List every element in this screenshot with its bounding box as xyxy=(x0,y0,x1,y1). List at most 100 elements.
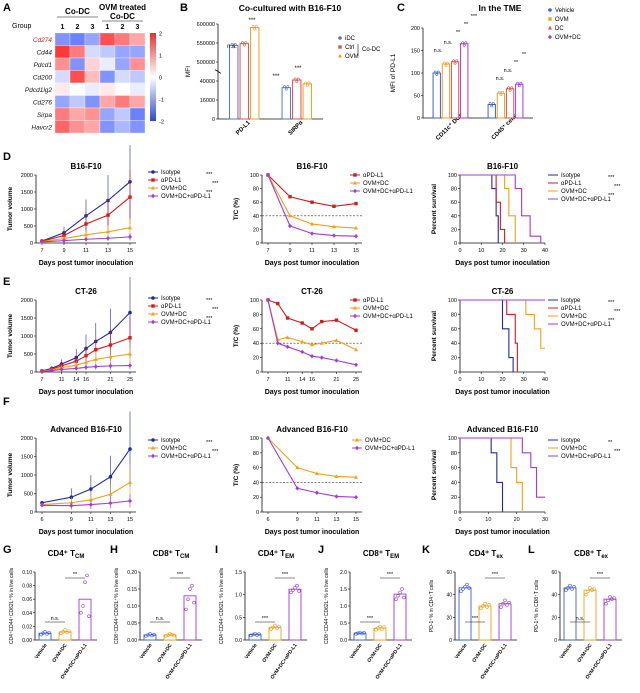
heatmap-cell xyxy=(84,57,101,71)
significance-label: n.s. xyxy=(156,616,165,622)
y-tick-label: 20 xyxy=(451,227,457,233)
y-axis-label: T/C (%) xyxy=(233,325,240,347)
bar xyxy=(78,598,92,641)
chart-title-subscript: ex xyxy=(601,554,608,560)
bar xyxy=(292,79,302,120)
data-point xyxy=(334,494,339,499)
data-point xyxy=(108,363,113,369)
bar-data-point xyxy=(435,73,439,76)
heatmap-column-group: Co-DC xyxy=(110,12,135,21)
panel-f-tc-ratio: Advanced B16-F10 T/C (%) Days post tumor i… xyxy=(233,425,415,536)
data-point xyxy=(74,362,79,367)
x-tick-label: 0 xyxy=(458,517,461,523)
legend-label: OVM+DC+αPD-L1 xyxy=(363,189,413,195)
bar-data-point xyxy=(230,42,234,46)
data-point xyxy=(84,222,88,226)
legend-marker xyxy=(548,17,552,21)
y-tick-label: 100 xyxy=(250,436,259,442)
significance-label: *** xyxy=(492,572,499,578)
y-tick-label: 0 xyxy=(30,241,33,247)
y-tick-label: 0 xyxy=(256,241,259,247)
chart-title: CT-26 xyxy=(75,287,97,296)
y-tick-label: 1.0 xyxy=(340,604,347,610)
data-point xyxy=(276,301,280,306)
y-tick-label: 20 xyxy=(451,495,457,501)
bar xyxy=(288,588,302,641)
panel-letter-d: D xyxy=(3,151,11,163)
heatmap-cell xyxy=(99,107,116,121)
bar-data-point xyxy=(464,41,468,45)
bar-data-point xyxy=(453,61,457,65)
bar-data-point xyxy=(232,45,236,49)
bar-data-point xyxy=(497,90,501,94)
data-point xyxy=(570,587,574,591)
y-tick-label: 600000 xyxy=(197,22,215,28)
legend-label: OVM+DC xyxy=(365,438,392,444)
x-tick-label: 9 xyxy=(288,248,291,254)
data-point xyxy=(128,225,132,230)
heatmap-cell xyxy=(129,57,146,71)
data-point xyxy=(608,595,612,599)
significance-label: *** xyxy=(206,298,213,304)
data-point xyxy=(128,498,132,504)
heatmap-row-label: Cd200 xyxy=(33,74,53,81)
y-tick-label: 40 xyxy=(253,341,259,347)
series-line xyxy=(41,353,131,372)
heatmap-column-label: 1 xyxy=(61,24,65,31)
x-tick-label: 7 xyxy=(40,248,43,254)
y-tick-label: 1.5 xyxy=(340,587,347,593)
data-point xyxy=(192,600,196,605)
data-point xyxy=(106,236,110,241)
y-axis-label: CD4⁺CD44⁺CD62L⁻% in live cells xyxy=(219,567,225,644)
data-point xyxy=(481,604,485,608)
survival-curve xyxy=(460,174,499,243)
bar xyxy=(268,626,282,641)
data-point xyxy=(402,595,406,600)
bar-data-point xyxy=(253,27,257,31)
data-point xyxy=(376,626,380,630)
legend-marker xyxy=(338,53,342,58)
bar-data-point xyxy=(242,43,246,47)
survival-curve xyxy=(460,174,516,243)
y-tick-label: 0 xyxy=(256,370,259,376)
bar-data-point xyxy=(499,93,503,97)
legend-label: Isotype xyxy=(161,438,181,444)
chart-title-subscript: CM xyxy=(75,554,84,560)
significance-label: n.s. xyxy=(496,76,505,82)
y-tick-label: 2000 xyxy=(21,436,33,442)
data-point xyxy=(251,632,255,637)
panel-d-tc-ratio: B16-F10 T/C (%) Days post tumor inoculatio… xyxy=(233,162,413,267)
data-point xyxy=(354,347,358,352)
data-point xyxy=(362,631,366,635)
x-tick-label: 11 xyxy=(83,248,89,254)
panel-letter-e: E xyxy=(3,276,10,288)
y-tick-label: 0.00 xyxy=(22,638,32,644)
legend-label: Isotype xyxy=(161,296,181,302)
legend-marker xyxy=(353,188,357,194)
x-tick-label: 25 xyxy=(353,377,359,383)
y-tick-label: 0.06 xyxy=(22,597,32,603)
x-axis-label: Days post tumor inoculation xyxy=(265,389,360,396)
chart-title: CD8⁺ TCM xyxy=(153,549,190,560)
survival-curve xyxy=(460,174,542,243)
y-tick-label: 1.5 xyxy=(235,570,242,576)
legend-label: αPD-L1 xyxy=(161,178,182,184)
y-axis-label: Tumor volume xyxy=(7,452,14,497)
chart-title: Advanced B16-F10 xyxy=(276,425,348,434)
bar-data-point xyxy=(233,42,237,46)
data-point xyxy=(128,363,132,368)
data-point xyxy=(84,365,88,370)
x-tick-label: 30 xyxy=(542,517,548,523)
legend-marker xyxy=(338,36,342,40)
chart-title-subscript: EM xyxy=(285,554,294,560)
x-tick-label: 40 xyxy=(542,248,548,254)
significance-label: *** xyxy=(367,616,374,622)
data-point xyxy=(285,335,290,339)
bar-data-point xyxy=(455,59,459,63)
data-point xyxy=(396,594,400,598)
data-point xyxy=(332,204,336,208)
bar xyxy=(302,83,312,120)
heatmap-cell xyxy=(69,107,86,121)
data-point xyxy=(297,589,301,593)
